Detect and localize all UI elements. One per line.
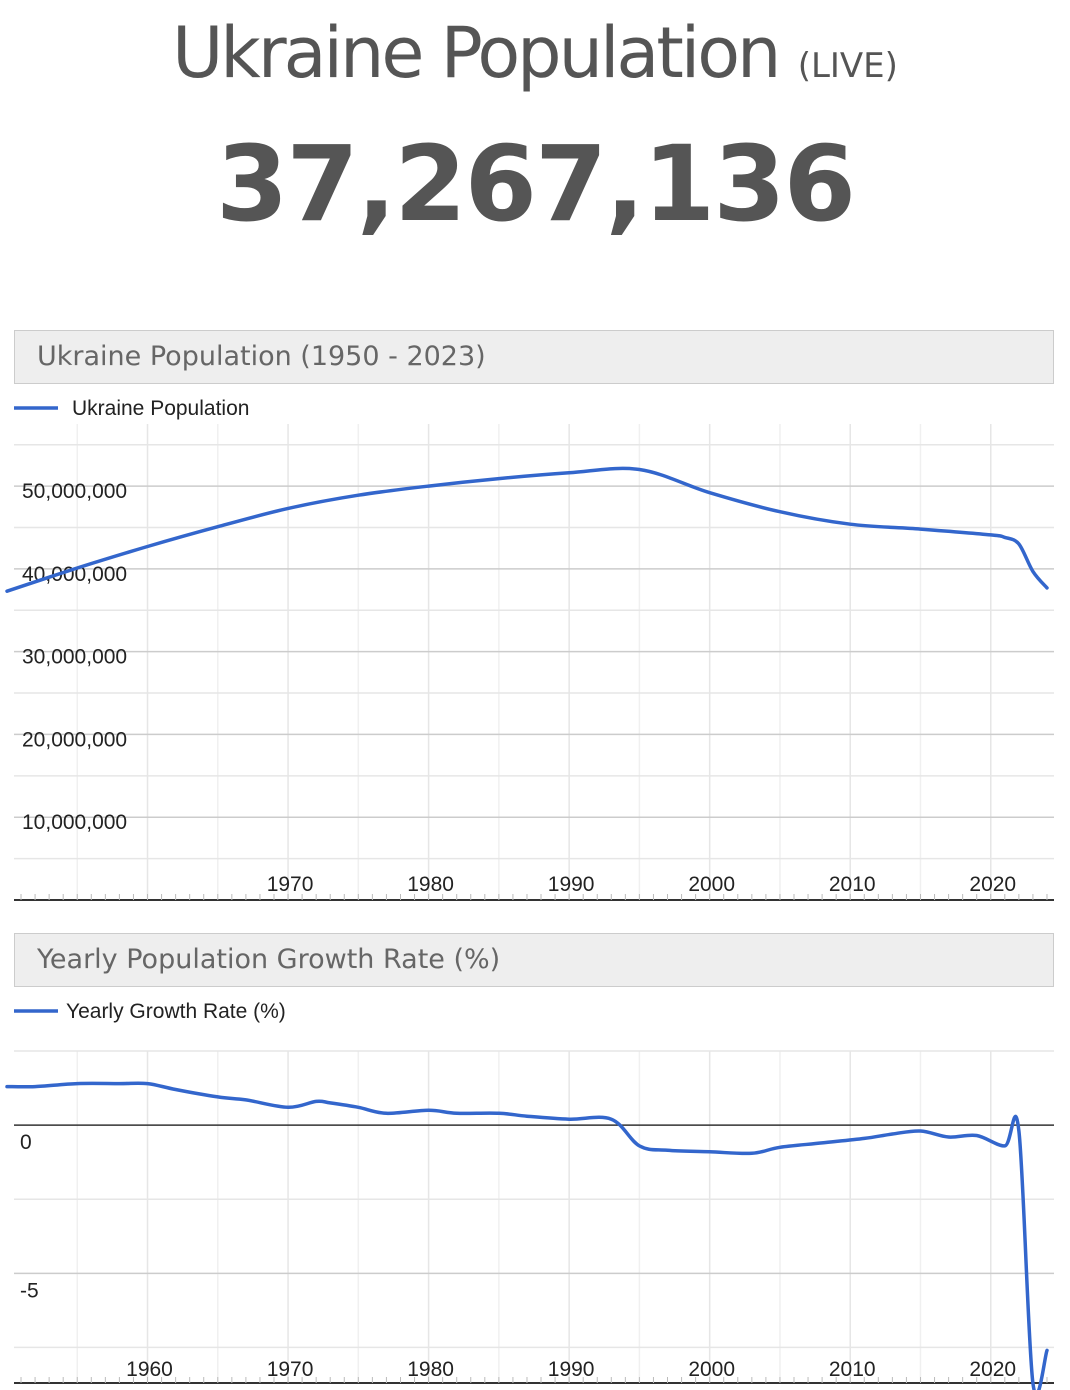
y-tick-label: 0: [20, 1131, 32, 1154]
data-point: [919, 528, 922, 531]
y-tick-label: 40,000,000: [22, 563, 127, 586]
data-point: [329, 1101, 332, 1104]
x-tick-label: 1970: [267, 873, 314, 896]
data-point: [863, 1137, 866, 1140]
data-point: [849, 523, 852, 526]
data-point: [146, 545, 149, 548]
x-tick-label: 1990: [548, 1358, 595, 1381]
data-point: [497, 1112, 500, 1115]
data-point: [750, 1152, 753, 1155]
data-point: [568, 1118, 571, 1121]
x-tick-label: 2000: [688, 873, 735, 896]
data-point: [525, 1115, 528, 1118]
data-point: [286, 507, 289, 510]
y-tick-label: 10,000,000: [22, 811, 127, 834]
data-point: [638, 468, 641, 471]
data-point: [1017, 1129, 1020, 1132]
data-point: [5, 590, 8, 593]
x-tick-label: 2000: [688, 1358, 735, 1381]
legend-label: Yearly Growth Rate (%): [66, 1000, 286, 1023]
data-point: [244, 1098, 247, 1101]
data-point: [666, 1149, 669, 1152]
data-point: [919, 1129, 922, 1132]
data-point: [947, 1135, 950, 1138]
y-tick-label: 20,000,000: [22, 728, 127, 751]
data-point: [174, 1088, 177, 1091]
data-point: [216, 525, 219, 528]
data-point: [497, 477, 500, 480]
y-tick-label: -5: [20, 1279, 39, 1302]
data-point: [357, 494, 360, 497]
data-point: [118, 1082, 121, 1085]
data-point: [1031, 570, 1034, 573]
data-point: [76, 566, 79, 569]
x-tick-label: 1980: [407, 873, 454, 896]
data-point: [1045, 1349, 1048, 1352]
data-point: [357, 1106, 360, 1109]
data-point: [427, 1109, 430, 1112]
data-point: [610, 1118, 613, 1121]
series-line: [5, 466, 1049, 593]
series-line: [5, 1081, 1049, 1390]
data-point: [385, 1112, 388, 1115]
growth-chart-title-box: Yearly Population Growth Rate (%): [14, 933, 1054, 987]
data-point: [1003, 1144, 1006, 1147]
x-tick-label: 1960: [126, 1358, 173, 1381]
x-tick-label: 2010: [829, 873, 876, 896]
growth-chart: 0 -5 1960 1970 1980 1990 2000 2010 2020 Yearly Gr…: [5, 1000, 1054, 1390]
x-tick-label: 1990: [548, 873, 595, 896]
data-point: [778, 510, 781, 513]
data-point: [216, 1095, 219, 1098]
data-point: [638, 1144, 641, 1147]
data-point: [286, 1106, 289, 1109]
live-label: (LIVE): [797, 46, 898, 86]
data-point: [568, 471, 571, 474]
data-point: [33, 1085, 36, 1088]
x-tick-label: 2020: [969, 1358, 1016, 1381]
page-title-text: Ukraine Population: [172, 12, 781, 94]
x-tick-label: 1970: [267, 1358, 314, 1381]
population-counter: 37,267,136: [216, 123, 856, 245]
page-title: Ukraine Population (LIVE): [0, 8, 1070, 111]
data-point: [1017, 542, 1020, 545]
data-point: [427, 484, 430, 487]
population-chart-title: Ukraine Population (1950 - 2023): [37, 341, 486, 372]
population-chart: 10,000,000 20,000,000 30,000,000 40,000,000…: [5, 397, 1054, 901]
data-point: [1003, 536, 1006, 539]
x-tick-label: 1980: [407, 1358, 454, 1381]
legend-label: Ukraine Population: [72, 397, 249, 420]
data-point: [1045, 586, 1048, 589]
data-point: [975, 1134, 978, 1137]
data-point: [891, 1132, 894, 1135]
growth-chart-title: Yearly Population Growth Rate (%): [37, 944, 501, 975]
data-point: [315, 1100, 318, 1103]
data-point: [989, 533, 992, 536]
data-point: [821, 1141, 824, 1144]
x-tick-label: 2010: [829, 1358, 876, 1381]
data-point: [778, 1146, 781, 1149]
data-point: [708, 491, 711, 494]
data-point: [146, 1082, 149, 1085]
y-tick-label: 30,000,000: [22, 646, 127, 669]
x-tick-label: 2020: [969, 873, 1016, 896]
y-tick-label: 50,000,000: [22, 480, 127, 503]
population-chart-title-box: Ukraine Population (1950 - 2023): [14, 330, 1054, 384]
data-point: [1031, 1381, 1034, 1384]
data-point: [455, 1112, 458, 1115]
data-point: [5, 1085, 8, 1088]
data-point: [708, 1150, 711, 1153]
data-point: [76, 1082, 79, 1085]
